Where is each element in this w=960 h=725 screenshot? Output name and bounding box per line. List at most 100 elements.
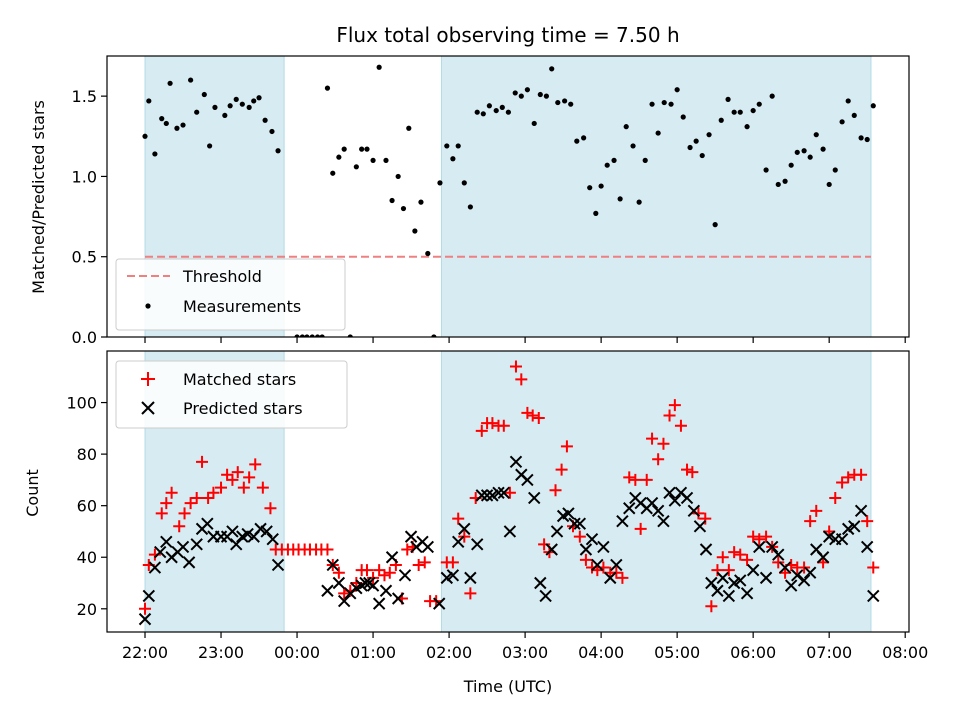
top-series-0-point-14 bbox=[227, 103, 233, 109]
legend-threshold-label: Threshold bbox=[182, 267, 262, 286]
top-series-0-point-1 bbox=[146, 98, 152, 104]
top-series-0-point-61 bbox=[518, 93, 524, 99]
top-series-0-point-44 bbox=[412, 228, 418, 234]
top-series-0-point-96 bbox=[737, 109, 743, 115]
bottom-series-1-point-42 bbox=[421, 540, 435, 554]
top-series-0-point-11 bbox=[207, 143, 213, 149]
bottom-series-1-point-35 bbox=[379, 584, 393, 597]
top-series-0-point-78 bbox=[623, 124, 629, 130]
top-series-0-point-102 bbox=[775, 181, 781, 188]
bottom-series-1-point-86 bbox=[687, 504, 701, 518]
top-series-0-point-35 bbox=[359, 146, 365, 152]
top-series-0-point-49 bbox=[444, 143, 450, 149]
bottom-series-1-point-26 bbox=[332, 576, 346, 590]
top-series-0-point-6 bbox=[174, 125, 180, 131]
bottom-series-1-point-83 bbox=[668, 494, 682, 507]
top-markers bbox=[142, 64, 876, 337]
top-series-0-point-42 bbox=[400, 205, 407, 212]
top-series-0-point-48 bbox=[437, 180, 443, 186]
top-series-0-point-60 bbox=[512, 90, 518, 96]
bottom-series-1-point-71 bbox=[597, 540, 610, 554]
bottom-series-1-point-82 bbox=[663, 486, 676, 499]
top-legend: Threshold Measurements bbox=[115, 258, 346, 331]
top-series-0-point-43 bbox=[406, 125, 412, 131]
top-series-0-point-88 bbox=[687, 144, 693, 151]
top-series-0-point-106 bbox=[801, 148, 807, 154]
top-series-0-point-87 bbox=[680, 114, 686, 120]
top-series-0-point-89 bbox=[693, 138, 699, 144]
bottom-series-0-point-72 bbox=[560, 440, 573, 453]
bottom-series-1-point-22 bbox=[266, 532, 279, 546]
bottom-series-0-point-38 bbox=[360, 564, 373, 577]
top-series-0-point-68 bbox=[562, 98, 568, 104]
top-series-0-point-26 bbox=[309, 334, 315, 337]
top-series-0-point-23 bbox=[294, 334, 300, 337]
top-series-0-point-117 bbox=[870, 103, 876, 109]
bottom-series-0-point-96 bbox=[705, 600, 718, 613]
bottom-series-0-point-99 bbox=[722, 564, 735, 577]
bottom-series-0-point-104 bbox=[753, 533, 766, 546]
top-ytick-label-1: 0.5 bbox=[72, 248, 97, 267]
top-series-0-point-15 bbox=[233, 96, 239, 102]
bottom-series-0-point-117 bbox=[836, 476, 849, 489]
bottom-series-0-point-88 bbox=[657, 437, 670, 450]
bottom-series-0-point-40 bbox=[373, 564, 386, 577]
bottom-series-0-point-5 bbox=[165, 486, 178, 499]
bottom-series-1-point-46 bbox=[452, 535, 465, 548]
top-series-0-point-74 bbox=[598, 183, 604, 189]
top-series-0-point-19 bbox=[256, 95, 262, 101]
bottom-series-0-point-68 bbox=[538, 538, 551, 551]
bottom-series-0-point-87 bbox=[652, 453, 665, 466]
top-series-0-point-5 bbox=[167, 80, 173, 86]
bottom-series-0-point-47 bbox=[412, 558, 425, 571]
bottom-series-0-point-84 bbox=[634, 522, 647, 535]
bottom-series-1-point-9 bbox=[190, 538, 203, 551]
bottom-series-0-point-59 bbox=[486, 417, 499, 430]
top-series-0-point-97 bbox=[744, 124, 750, 130]
bottom-series-0-point-66 bbox=[526, 409, 539, 422]
bottom-series-0-point-91 bbox=[674, 419, 687, 432]
top-series-0-point-30 bbox=[330, 170, 336, 176]
bottom-series-0-point-13 bbox=[215, 481, 228, 494]
top-series-0-point-13 bbox=[222, 112, 228, 119]
bottom-series-0-point-7 bbox=[178, 507, 191, 520]
bottom-series-1-point-115 bbox=[867, 589, 880, 603]
top-series-0-point-51 bbox=[455, 143, 461, 149]
top-series-0-point-16 bbox=[239, 101, 245, 107]
top-series-0-point-29 bbox=[324, 85, 331, 91]
top-series-0-point-83 bbox=[655, 130, 661, 136]
legend-measurements-swatch bbox=[145, 303, 151, 309]
bottom-series-0-point-92 bbox=[681, 463, 694, 476]
bottom-series-1-point-67 bbox=[573, 517, 587, 530]
top-series-0-point-114 bbox=[851, 112, 857, 119]
bottom-series-1-point-33 bbox=[366, 579, 380, 592]
top-series-0-point-104 bbox=[788, 162, 794, 168]
bottom-xtick-label-6: 04:00 bbox=[578, 643, 624, 662]
bottom-ytick-label-3: 80 bbox=[77, 445, 97, 464]
bottom-series-0-point-100 bbox=[728, 546, 741, 559]
bottom-series-1-point-103 bbox=[791, 569, 804, 582]
top-ytick-label-3: 1.5 bbox=[72, 87, 97, 106]
bottom-series-1-point-34 bbox=[372, 597, 386, 610]
bottom-series-0-point-93 bbox=[686, 466, 699, 479]
bottom-series-0-point-15 bbox=[226, 473, 239, 486]
bottom-series-0-point-112 bbox=[804, 515, 817, 528]
top-ytick-label-2: 1.0 bbox=[72, 167, 97, 186]
bottom-series-0-point-107 bbox=[772, 556, 785, 569]
bottom-series-0-point-48 bbox=[418, 556, 431, 569]
top-series-0-point-59 bbox=[505, 109, 511, 115]
top-series-0-point-3 bbox=[159, 116, 165, 122]
top-axes-frame bbox=[106, 55, 910, 338]
top-series-0-point-34 bbox=[353, 164, 359, 170]
top-series-0-point-55 bbox=[480, 111, 486, 117]
top-series-0-point-110 bbox=[826, 181, 832, 188]
bottom-ytick-label-4: 100 bbox=[66, 394, 97, 413]
top-y-axis-label: Matched/Predicted stars bbox=[29, 100, 48, 294]
bottom-series-0-point-12 bbox=[207, 486, 220, 499]
bottom-series-1-point-80 bbox=[651, 504, 665, 518]
bottom-series-0-point-71 bbox=[555, 463, 568, 476]
top-series-0-point-70 bbox=[574, 138, 580, 144]
bottom-series-1-point-114 bbox=[860, 540, 874, 554]
top-series-0-point-63 bbox=[531, 120, 537, 127]
top-series-0-point-75 bbox=[604, 162, 610, 168]
